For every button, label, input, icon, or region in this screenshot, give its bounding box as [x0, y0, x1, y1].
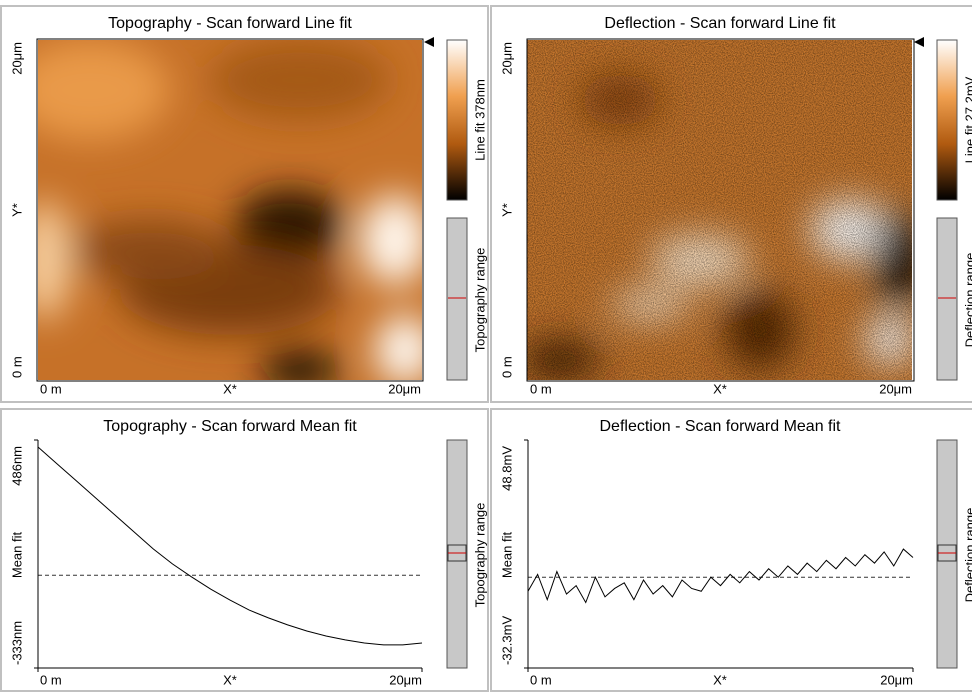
panel-title: Topography - Scan forward Line fit	[108, 15, 352, 32]
panel-border	[490, 408, 972, 692]
x-right-label: 20μm	[388, 381, 421, 396]
colorbar	[936, 39, 958, 201]
colorbar	[446, 39, 468, 201]
y-tick-label: 486nm	[9, 446, 24, 486]
y-axis-label: Y*	[9, 203, 24, 217]
colorbar-label: Line fit 378nm	[472, 79, 487, 161]
panel-border	[0, 5, 489, 403]
x-axis-label: X*	[713, 381, 727, 396]
y-bottom-label: 0 m	[9, 356, 24, 378]
colorbar-label: Line fit 27.2mV	[962, 76, 972, 163]
x-tick-label: 20μm	[880, 672, 913, 687]
panel-border	[0, 408, 489, 692]
y-axis-label: Y*	[499, 203, 514, 217]
range-bar	[446, 217, 468, 381]
panel-border	[490, 5, 972, 403]
x-right-label: 20μm	[879, 381, 912, 396]
image-frame	[36, 38, 424, 382]
range-bar	[446, 439, 468, 669]
x-axis-label: X*	[223, 672, 237, 687]
x-axis-label: X*	[713, 672, 727, 687]
y-tick-label: 48.8mV	[499, 446, 514, 491]
range-bar	[936, 439, 958, 669]
y-tick-label: -333nm	[9, 621, 24, 665]
y-bottom-label: 0 m	[499, 356, 514, 378]
range-bar	[936, 217, 958, 381]
panel-title: Topography - Scan forward Mean fit	[103, 418, 357, 435]
range-label: Topography range	[472, 248, 487, 353]
data-line	[527, 548, 914, 604]
y-tick-label: -32.3mV	[499, 616, 514, 665]
range-label: Topography range	[472, 503, 487, 608]
marker	[424, 37, 434, 47]
marker	[914, 37, 924, 47]
panel-title: Deflection - Scan forward Line fit	[604, 15, 836, 32]
x-tick-label: 0 m	[40, 672, 62, 687]
x-tick-label: 20μm	[389, 672, 422, 687]
range-label: Deflection range	[962, 253, 972, 348]
y-axis-label: Mean fit	[499, 531, 514, 578]
x-axis-label: X*	[223, 381, 237, 396]
panel-title: Deflection - Scan forward Mean fit	[600, 418, 842, 435]
data-line	[37, 446, 423, 646]
range-label: Deflection range	[962, 508, 972, 603]
x-tick-label: 0 m	[530, 672, 552, 687]
image-frame	[526, 38, 915, 382]
deflection-image	[527, 40, 912, 380]
x-left-label: 0 m	[40, 381, 62, 396]
y-top-label: 20μm	[499, 42, 514, 75]
topography-image	[38, 40, 422, 380]
y-top-label: 20μm	[9, 42, 24, 75]
x-left-label: 0 m	[530, 381, 552, 396]
y-axis-label: Mean fit	[9, 531, 24, 578]
